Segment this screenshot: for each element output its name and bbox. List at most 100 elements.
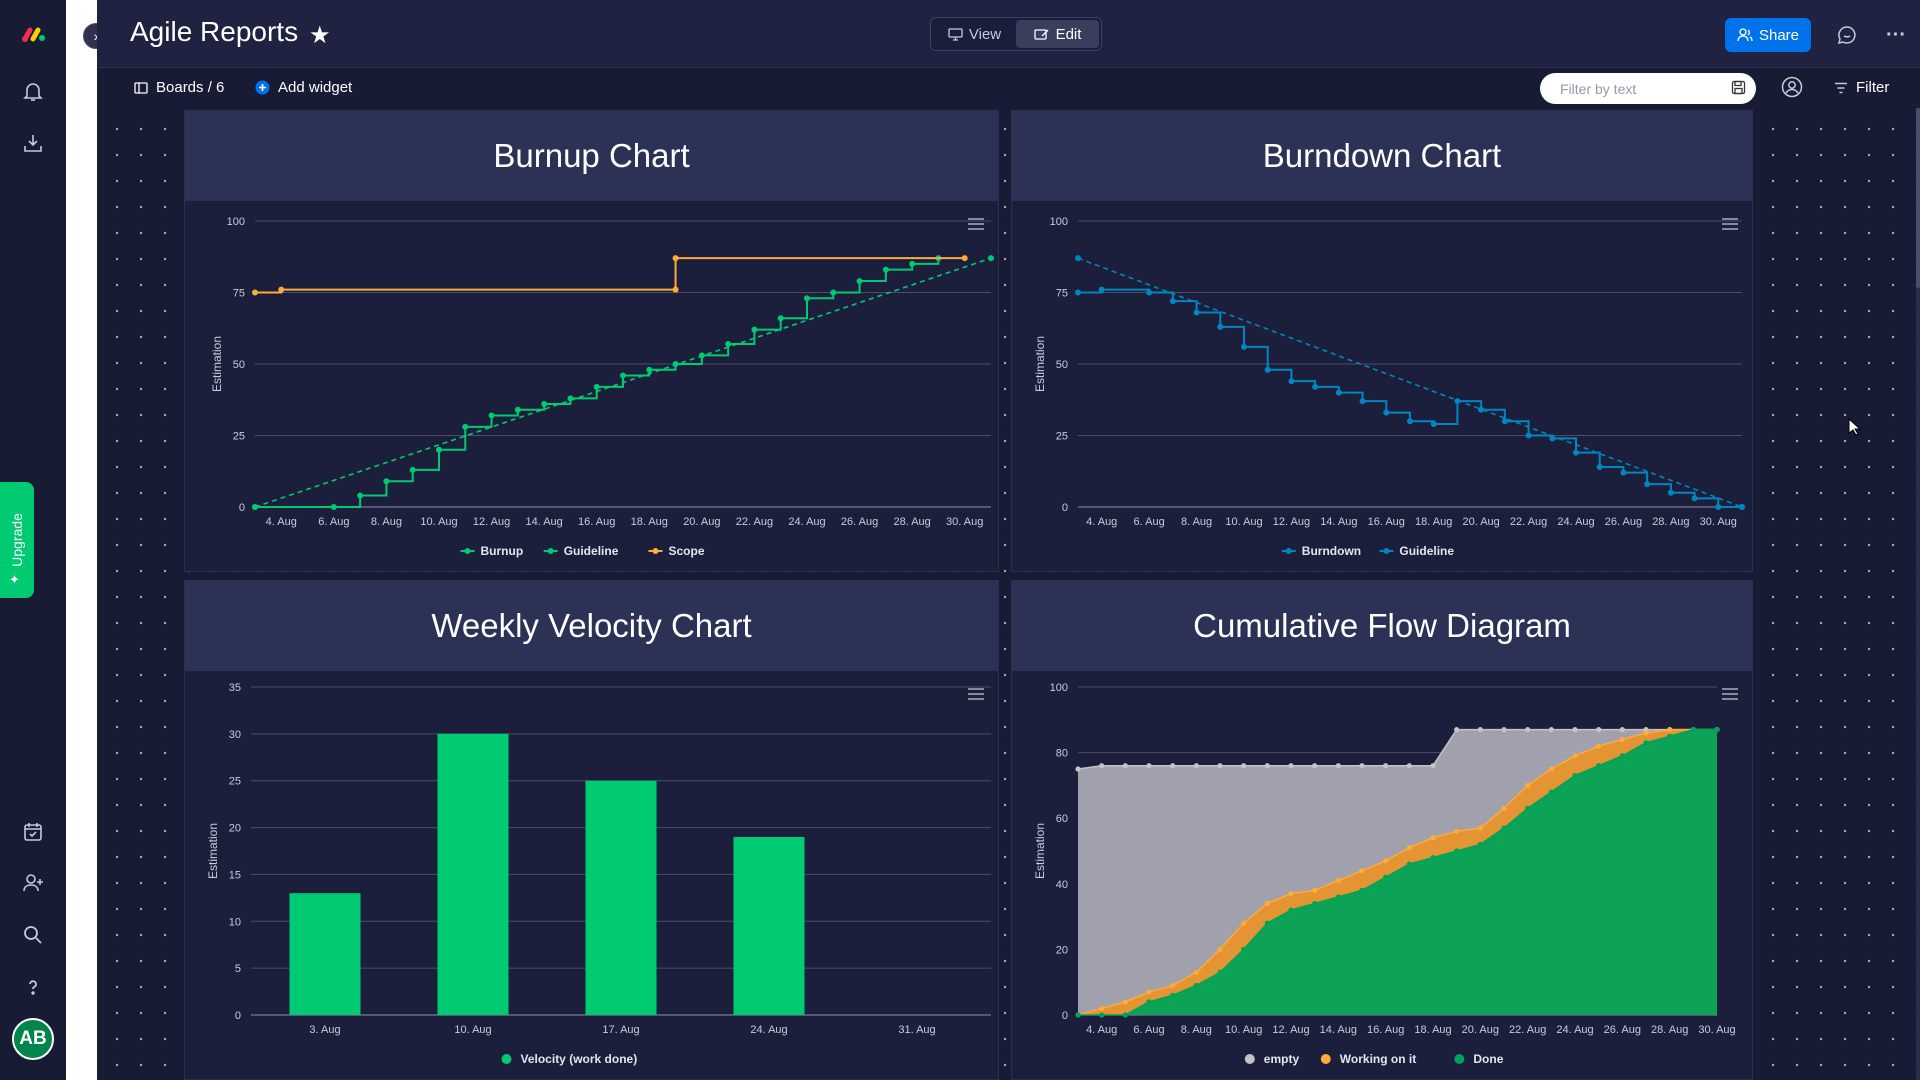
data-point	[1099, 763, 1105, 769]
data-point	[1573, 449, 1579, 456]
more-options-icon[interactable]: ···	[1886, 23, 1906, 46]
board-header: Agile Reports ★ View Edit Share ···	[97, 0, 1920, 68]
share-label: Share	[1758, 26, 1800, 44]
scrollbar-thumb[interactable]	[1916, 108, 1920, 288]
data-point	[1501, 825, 1507, 831]
data-point	[1264, 763, 1270, 769]
data-point	[1193, 763, 1199, 769]
burnup-widget: Burnup Chart 0 25 50 75 100 Estimation 4. Aug 6…	[184, 110, 999, 572]
monday-logo-icon[interactable]	[14, 16, 52, 54]
save-icon[interactable]	[1731, 80, 1746, 95]
chat-icon[interactable]	[1834, 22, 1860, 48]
edit-button[interactable]: Edit	[1016, 20, 1099, 48]
x-tick-label: 6. Aug	[318, 516, 349, 528]
y-tick-label: 5	[235, 963, 241, 975]
x-tick-label: 12. Aug	[473, 516, 510, 528]
plus-circle-icon	[255, 80, 270, 95]
legend-marker	[1320, 1054, 1331, 1064]
data-point	[646, 366, 653, 373]
x-tick-label: 31. Aug	[898, 1024, 935, 1036]
x-tick-label: 17. Aug	[602, 1024, 639, 1036]
y-tick-label: 50	[233, 359, 245, 371]
data-point	[1217, 946, 1223, 952]
edit-label: Edit	[1055, 25, 1082, 43]
data-point	[514, 406, 521, 413]
add-widget-button[interactable]: Add widget	[255, 79, 352, 96]
help-icon[interactable]	[14, 968, 52, 1006]
legend-marker	[547, 548, 554, 554]
y-axis-label: Estimation	[206, 823, 220, 879]
search-icon[interactable]	[14, 916, 52, 954]
filter-icon	[1835, 82, 1847, 93]
x-tick-label: 24. Aug	[750, 1024, 787, 1036]
x-tick-label: 20. Aug	[1462, 1024, 1499, 1036]
y-axis-label: Estimation	[1033, 823, 1047, 879]
y-tick-label: 75	[1056, 288, 1068, 300]
inbox-download-icon[interactable]	[14, 124, 52, 162]
legend-marker	[501, 1054, 512, 1064]
x-tick-label: 18. Aug	[631, 516, 668, 528]
invite-user-icon[interactable]	[14, 864, 52, 902]
data-point	[1525, 782, 1531, 788]
y-tick-label: 20	[229, 823, 241, 835]
data-point	[1359, 868, 1365, 874]
data-point	[1501, 805, 1507, 811]
x-tick-label: 8. Aug	[371, 516, 402, 528]
boards-button[interactable]: Boards / 6	[134, 79, 224, 96]
view-button[interactable]: View	[933, 20, 1016, 48]
chart-menu-icon[interactable]	[1720, 687, 1740, 701]
y-tick-label: 100	[227, 216, 245, 228]
upgrade-button[interactable]: Upgrade ✦	[0, 482, 34, 598]
x-tick-label: 10. Aug	[420, 516, 457, 528]
y-tick-label: 75	[233, 288, 245, 300]
data-point	[1075, 1012, 1081, 1018]
page-title: Agile Reports	[130, 16, 299, 47]
data-point	[1619, 753, 1625, 759]
data-point	[462, 423, 469, 430]
data-point	[278, 286, 285, 293]
avatar-initials: AB	[19, 1028, 47, 1049]
x-tick-label: 22. Aug	[1509, 1024, 1546, 1036]
chart-menu-icon[interactable]	[1720, 217, 1740, 231]
chart-menu-icon[interactable]	[966, 687, 986, 701]
bar	[289, 893, 361, 1015]
x-tick-label: 12. Aug	[1273, 516, 1310, 528]
legend-marker	[464, 548, 471, 554]
y-tick-label: 20	[1056, 944, 1068, 956]
y-tick-label: 10	[229, 916, 241, 928]
star-icon[interactable]: ★	[309, 22, 331, 49]
legend-label: Guideline	[1399, 544, 1454, 558]
data-point	[1430, 854, 1436, 861]
data-point	[1477, 727, 1483, 733]
filter-button[interactable]: Filter	[1834, 79, 1889, 96]
legend-marker	[1454, 1054, 1465, 1064]
mouse-cursor-icon	[1848, 418, 1860, 436]
data-point	[830, 289, 837, 296]
data-point	[804, 295, 810, 302]
page-scrollbar[interactable]	[1916, 108, 1920, 1080]
x-tick-label: 14. Aug	[525, 516, 562, 528]
filter-text-input[interactable]: Filter by text	[1540, 73, 1756, 104]
calendar-check-icon[interactable]	[14, 813, 52, 851]
data-point	[1525, 432, 1532, 439]
bell-icon[interactable]	[14, 72, 52, 110]
data-point	[725, 340, 732, 347]
data-point	[357, 492, 364, 499]
share-button[interactable]: Share	[1725, 18, 1811, 52]
y-axis-label: Estimation	[1033, 336, 1047, 392]
data-point	[1383, 858, 1389, 864]
cfd-chart: 0 20 40 60 80 100 Estimation 4. Aug 6. Aug 8. Aug…	[1033, 682, 1736, 1066]
boards-label: Boards / 6	[156, 79, 225, 96]
legend-label: Scope	[669, 544, 705, 558]
series-line	[255, 258, 940, 508]
person-filter-icon[interactable]	[1781, 76, 1803, 98]
x-tick-label: 10. Aug	[454, 1024, 491, 1036]
bar	[437, 733, 509, 1015]
data-point	[1264, 366, 1271, 373]
data-point	[1170, 992, 1176, 998]
avatar[interactable]: AB	[12, 1018, 54, 1060]
data-point	[1241, 920, 1247, 926]
chart-menu-icon[interactable]	[966, 217, 986, 231]
bar	[733, 836, 805, 1015]
y-tick-label: 35	[229, 682, 241, 694]
